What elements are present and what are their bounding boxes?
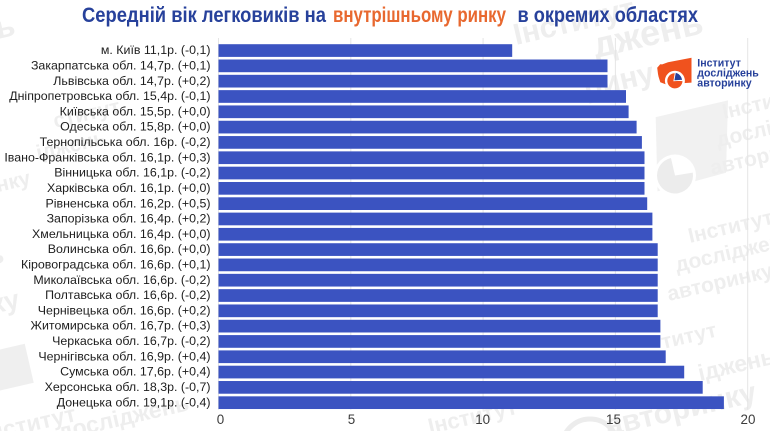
svg-text:Закарпатська обл. 14,7р. (+0,1: Закарпатська обл. 14,7р. (+0,1) — [31, 58, 211, 72]
svg-text:м. Київ 11,1р. (-0,1): м. Київ 11,1р. (-0,1) — [101, 43, 211, 57]
svg-text:10: 10 — [475, 412, 490, 427]
svg-text:Полтавська обл. 16,6р. (-0,2): Полтавська обл. 16,6р. (-0,2) — [45, 288, 210, 302]
svg-text:Рівненська обл. 16,2р. (+0,5): Рівненська обл. 16,2р. (+0,5) — [45, 196, 210, 210]
svg-text:Інститут: Інститут — [697, 57, 741, 69]
svg-text:Черкаська обл. 16,7р. (-0,2): Черкаська обл. 16,7р. (-0,2) — [52, 334, 210, 348]
svg-text:Дніпропетровська обл. 15,4р. (: Дніпропетровська обл. 15,4р. (-0,1) — [9, 89, 210, 103]
svg-text:Одеська обл. 15,8р. (+0,0): Одеська обл. 15,8р. (+0,0) — [60, 120, 210, 134]
svg-text:0: 0 — [217, 412, 224, 427]
svg-text:Житомирська обл. 16,7р. (+0,3): Житомирська обл. 16,7р. (+0,3) — [31, 319, 211, 333]
svg-text:Волинська обл. 16,6р. (+0,0): Волинська обл. 16,6р. (+0,0) — [48, 242, 211, 256]
svg-text:Донецька обл. 19,1р. (-0,4): Донецька обл. 19,1р. (-0,4) — [57, 395, 211, 409]
svg-text:15: 15 — [606, 412, 621, 427]
svg-text:Середній вік легковиків на: Середній вік легковиків на — [82, 4, 326, 27]
svg-text:Харківська обл. 16,1р. (+0,0): Харківська обл. 16,1р. (+0,0) — [47, 181, 211, 195]
svg-text:сліджень: сліджень — [0, 239, 7, 296]
svg-text:Львівська обл. 14,7р. (+0,2): Львівська обл. 14,7р. (+0,2) — [53, 74, 210, 88]
svg-text:5: 5 — [348, 412, 355, 427]
svg-text:Чернівецька обл. 16,6р. (+0,2): Чернівецька обл. 16,6р. (+0,2) — [38, 303, 211, 317]
svg-text:авторинку: авторинку — [697, 78, 751, 90]
svg-text:Запорізька обл. 16,4р. (+0,2): Запорізька обл. 16,4р. (+0,2) — [47, 212, 211, 226]
svg-text:20: 20 — [741, 412, 756, 427]
svg-text:в окремих областях: в окремих областях — [518, 4, 699, 27]
svg-text:Івано-Франківська обл. 16,1р.: Івано-Франківська обл. 16,1р. (+0,3) — [4, 150, 210, 164]
svg-text:внутрішньому ринку: внутрішньому ринку — [333, 4, 506, 27]
svg-text:досліджень: досліджень — [697, 68, 759, 80]
svg-text:Хмельницька обл. 16,4р. (+0,0): Хмельницька обл. 16,4р. (+0,0) — [32, 227, 210, 241]
svg-text:Вінницька обл. 16,1р. (-0,2): Вінницька обл. 16,1р. (-0,2) — [54, 166, 210, 180]
svg-text:Сумська обл. 17,6р. (+0,4): Сумська обл. 17,6р. (+0,4) — [60, 365, 210, 379]
svg-text:Херсонська обл. 18,3р. (-0,7): Херсонська обл. 18,3р. (-0,7) — [45, 380, 211, 394]
svg-text:Тернопільська обл. 16р. (-0,2): Тернопільська обл. 16р. (-0,2) — [40, 135, 211, 149]
svg-text:Чернігівська обл. 16,9р. (+0,4: Чернігівська обл. 16,9р. (+0,4) — [38, 349, 210, 363]
svg-text:Миколаївська обл. 16,6р. (-0,2: Миколаївська обл. 16,6р. (-0,2) — [33, 273, 210, 287]
svg-text:Кіровоградська обл. 16,6р. (+0: Кіровоградська обл. 16,6р. (+0,1) — [21, 257, 210, 271]
svg-text:Київська обл. 15,5р. (+0,0): Київська обл. 15,5р. (+0,0) — [60, 104, 211, 118]
